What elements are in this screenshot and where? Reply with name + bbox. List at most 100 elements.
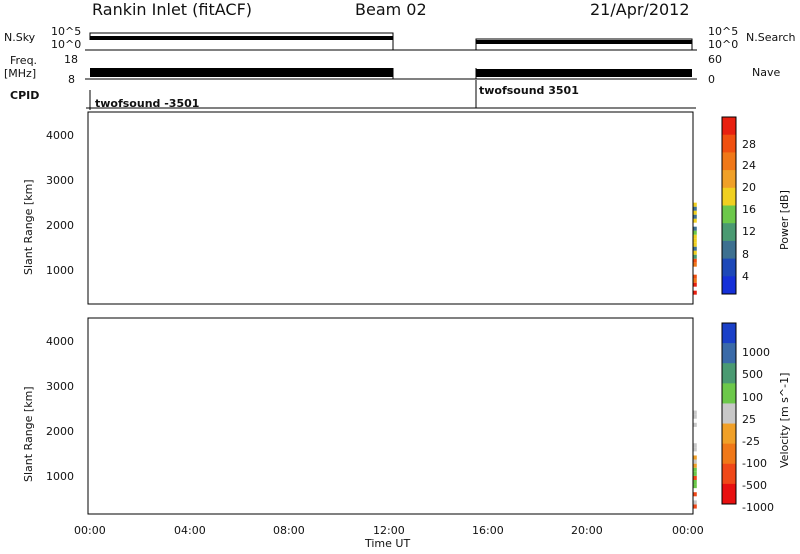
noise-trace-segment-1: [89, 32, 394, 50]
velocity-cell: [690, 463, 697, 468]
velocity-cell: [690, 504, 697, 509]
velocity-cell: [690, 479, 697, 485]
power-colorbar-swatch: [722, 205, 736, 224]
power-cell: [690, 254, 697, 259]
velocity-cbar-tick-100: 100: [742, 391, 763, 404]
power-cell: [690, 218, 697, 223]
power-ytick-3000: 3000: [46, 174, 74, 187]
velocity-cell: [690, 443, 697, 448]
beam-label: Beam 02: [355, 0, 427, 19]
power-cell: [690, 202, 697, 207]
noise-tick-high-left: 10^5: [51, 25, 82, 38]
power-cell: [690, 250, 697, 255]
velocity-ytick-2000: 2000: [46, 425, 74, 438]
power-cbar-tick-12: 12: [742, 225, 756, 238]
velocity-cell: [690, 484, 697, 489]
velocity-cell: [690, 471, 697, 476]
power-cell: [690, 278, 697, 283]
x-tick-1: 04:00: [174, 524, 206, 537]
velocity-cell: [690, 414, 697, 419]
x-tick-6: 00:00: [672, 524, 704, 537]
power-cell: [690, 230, 697, 235]
power-plot-frame: [87, 111, 694, 305]
velocity-cbar-tick-neg1000: -1000: [742, 501, 774, 514]
velocity-cbar-tick-neg500: -500: [742, 479, 767, 492]
velocity-cbar-tick-neg100: -100: [742, 457, 767, 470]
velocity-cbar-tick-500: 500: [742, 368, 763, 381]
velocity-cbar-tick-25: 25: [742, 413, 756, 426]
velocity-cell: [690, 492, 697, 497]
noise-band-1: [90, 36, 393, 40]
power-cbar-tick-28: 28: [742, 138, 756, 151]
noise-tick-high-right: 10^5: [708, 25, 739, 38]
power-colorbar-frame: [721, 116, 737, 295]
x-tick-3: 12:00: [373, 524, 405, 537]
power-cell: [690, 274, 697, 279]
nave-label: Nave: [752, 66, 781, 79]
velocity-colorbar-swatch: [722, 463, 736, 485]
power-ytick-1000: 1000: [46, 264, 74, 277]
nave-tick-high: 60: [708, 53, 722, 66]
power-colorbar-swatch: [722, 152, 736, 171]
power-colorbar-swatch: [722, 258, 736, 277]
cpid-segment-1: twofsound -3501: [95, 97, 200, 110]
power-cell: [690, 258, 697, 263]
cpid-label: CPID: [10, 89, 40, 102]
power-cell: [690, 226, 697, 231]
cpid-segment-2: twofsound 3501: [479, 84, 579, 97]
power-cell: [690, 262, 697, 267]
power-colorbar-swatch: [722, 187, 736, 206]
power-ytick-4000: 4000: [46, 129, 74, 142]
velocity-cell: [690, 467, 697, 472]
velocity-colorbar-swatch: [722, 323, 736, 344]
power-colorbar-swatch: [722, 276, 736, 295]
nave-tick-low: 0: [708, 73, 715, 86]
freq-label: Freq.: [10, 54, 38, 67]
power-cell: [690, 246, 697, 251]
nsky-label: N.Sky: [4, 31, 36, 44]
power-cbar-tick-20: 20: [742, 181, 756, 194]
station-title: Rankin Inlet (fitACF): [92, 0, 253, 19]
x-axis-label: Time UT: [365, 537, 411, 550]
power-cell: [690, 210, 697, 215]
noise-trace-segment-2: [475, 38, 693, 50]
velocity-cbar-tick-neg25: -25: [742, 435, 760, 448]
velocity-ytick-3000: 3000: [46, 380, 74, 393]
velocity-cell: [690, 455, 697, 460]
velocity-cbar-tick-1000: 1000: [742, 346, 770, 359]
freq-unit-label: [MHz]: [4, 67, 37, 80]
velocity-cell: [690, 459, 697, 464]
velocity-colorbar-swatch: [722, 343, 736, 364]
date-label: 21/Apr/2012: [590, 0, 690, 19]
power-cell: [690, 214, 697, 219]
power-ytick-2000: 2000: [46, 219, 74, 232]
freq-tick-high: 18: [64, 53, 78, 66]
power-cell: [690, 206, 697, 211]
power-colorbar-swatch: [722, 240, 736, 260]
power-colorbar-swatch: [722, 223, 736, 242]
power-cell: [690, 234, 697, 239]
power-cell: [690, 290, 697, 295]
power-colorbar-swatch: [722, 170, 736, 189]
nsearch-label: N.Search: [746, 31, 796, 44]
noise-band-2: [476, 40, 692, 44]
velocity-colorbar-frame: [721, 322, 737, 505]
power-colorbar-swatch: [722, 134, 736, 153]
velocity-ytick-4000: 4000: [46, 335, 74, 348]
x-tick-4: 16:00: [472, 524, 504, 537]
velocity-colorbar-swatch: [722, 383, 736, 404]
velocity-cell: [690, 447, 697, 452]
freq-band-1: [90, 68, 393, 77]
power-cbar-tick-4: 4: [742, 270, 749, 283]
power-cell: [690, 242, 697, 247]
velocity-colorbar-swatch: [722, 443, 736, 465]
velocity-cell: [690, 410, 697, 415]
power-cbar-tick-8: 8: [742, 248, 749, 261]
x-tick-5: 20:00: [571, 524, 603, 537]
velocity-ytick-1000: 1000: [46, 470, 74, 483]
x-tick-0: 00:00: [74, 524, 106, 537]
noise-tick-low-right: 10^0: [708, 38, 739, 51]
velocity-plot-frame: [87, 317, 694, 515]
